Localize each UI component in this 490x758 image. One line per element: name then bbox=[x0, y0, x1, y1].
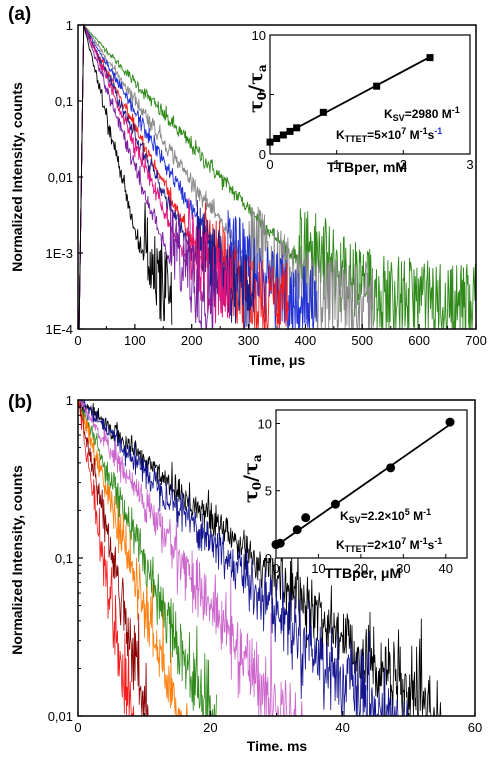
panel-a-inset-data-point bbox=[293, 124, 301, 132]
panel-a-inset: 0 1 2 3 0 5 10 τ0/τa TTBper, mM KSV=2980 M-1 K… bbox=[245, 28, 474, 175]
panel-a-y-tick-label: 0,1 bbox=[55, 94, 73, 109]
panel-b-x-tick-label: 20 bbox=[203, 720, 217, 735]
panel-a-y-tick-label: 1E-4 bbox=[46, 322, 73, 337]
panel-a-inset-data-point bbox=[319, 108, 327, 116]
panel-a-inset-ylabel: τ0/τa bbox=[245, 64, 269, 113]
panel-a-y-tick-label: 0,01 bbox=[48, 170, 73, 185]
panel-a: (a) 0 100 200 300 400 500 600 7001E-41E-30,010,… bbox=[8, 4, 487, 368]
panel-a-inset-y-tick-label: 5 bbox=[259, 88, 266, 103]
panel-a-decay-trace-green bbox=[78, 23, 477, 330]
panel-a-decay-trace-gray bbox=[78, 23, 374, 330]
panel-a-inset-x-tick-label: 0 bbox=[266, 157, 273, 172]
panel-b-inset-x-tick-label: 40 bbox=[439, 561, 453, 576]
panel-a-ylabel: Normalized Intensity, counts bbox=[9, 82, 25, 272]
panel-b-inset-y-tick-label: 10 bbox=[258, 416, 272, 431]
panel-b-inset-ylabel: τ0/τa bbox=[240, 454, 264, 503]
panel-b-inset-y-tick-label: 0 bbox=[265, 551, 272, 566]
panel-a-x-tick-label: 600 bbox=[408, 333, 430, 348]
panel-b-inset-data-point bbox=[330, 499, 340, 509]
panel-b-inset-data-point bbox=[275, 538, 285, 548]
panel-a-inset-y-tick-label: 0 bbox=[259, 147, 266, 162]
panel-b-kttet-label: KTTET=2×107 M-1s-1 bbox=[336, 536, 442, 554]
panel-a-kttet-label: KTTET=5×107 M-1s-1 bbox=[336, 126, 442, 144]
panel-b-inset-x-tick-label: 0 bbox=[272, 561, 279, 576]
panel-b-decay-trace-darkred bbox=[77, 399, 158, 717]
panel-b-y-tick-label: 0,01 bbox=[48, 709, 73, 724]
panel-a-x-tick-label: 200 bbox=[181, 333, 203, 348]
panel-b-inset-x-tick-label: 20 bbox=[354, 561, 368, 576]
panel-a-inset-data-point bbox=[266, 138, 274, 146]
panel-a-inset-marks bbox=[266, 54, 434, 146]
panel-a-inset-background bbox=[270, 35, 470, 154]
panel-b-inset-data-point bbox=[301, 513, 311, 523]
panel-b-x-tick-label: 60 bbox=[468, 720, 482, 735]
panel-b-x-tick-label: 0 bbox=[74, 720, 81, 735]
panel-b-inset-x-tick-label: 30 bbox=[396, 561, 410, 576]
panel-b-inset-x-tick-label: 10 bbox=[311, 561, 325, 576]
panel-a-inset-data-point bbox=[426, 54, 434, 62]
panel-a-label: (a) bbox=[8, 4, 31, 25]
panel-a-inset-x-tick-label: 2 bbox=[400, 157, 407, 172]
panel-b-decay-trace-red bbox=[77, 399, 138, 717]
panel-a-y-tick-label: 1E-3 bbox=[46, 246, 73, 261]
panel-a-decay-trace-black bbox=[78, 24, 173, 330]
panel-b-decay-trace-orange bbox=[77, 399, 190, 717]
panel-a-inset-xlabel: TTBper, mM bbox=[327, 159, 407, 175]
panel-a-x-tick-label: 100 bbox=[124, 333, 146, 348]
panel-b-inset-y-tick-label: 5 bbox=[265, 484, 272, 499]
panel-a-x-tick-label: 700 bbox=[465, 333, 487, 348]
panel-b-axes: 0 20 40 60 0,01 0,1 1 bbox=[48, 393, 483, 735]
panel-a-xlabel: Time, μs bbox=[249, 352, 306, 368]
panel-b-inset-data-point bbox=[386, 463, 396, 473]
panel-b-decay-trace-green bbox=[77, 398, 217, 717]
panel-a-decay-trace-magenta bbox=[78, 24, 232, 330]
panel-b-ylabel: Normalized Intensity, counts bbox=[9, 465, 25, 655]
panel-b-ksv-label: KSV=2.2×105 M-1 bbox=[340, 507, 431, 525]
panel-b-inset: 0 10 20 30 40 0 5 10 τ0/τa TTBper, μM KSV=2.2×1… bbox=[240, 408, 468, 581]
panel-a-inset-x-tick-label: 1 bbox=[333, 157, 340, 172]
panel-a-inset-x-tick-label: 3 bbox=[466, 157, 473, 172]
panel-a-x-tick-label: 300 bbox=[238, 333, 260, 348]
panel-a-inset-data-point bbox=[286, 127, 294, 135]
panel-a-inset-data-point bbox=[373, 82, 381, 90]
panel-b-inset-fit-line bbox=[275, 420, 455, 547]
panel-b-inset-marks bbox=[271, 417, 455, 550]
panel-b-inset-data-point bbox=[445, 417, 455, 427]
panel-b-inset-axes: 0 10 20 30 40 0 5 10 bbox=[258, 409, 468, 576]
panel-a-x-tick-label: 500 bbox=[351, 333, 373, 348]
panel-a-traces bbox=[78, 23, 477, 330]
panel-a-x-tick-label: 400 bbox=[295, 333, 317, 348]
panel-b-inset-data-point bbox=[292, 525, 302, 535]
panel-b-y-tick-label: 1 bbox=[66, 393, 73, 408]
panel-a-inset-data-point bbox=[279, 131, 287, 139]
panel-b-y-tick-label: 0,1 bbox=[55, 551, 73, 566]
panel-b-label: (b) bbox=[8, 392, 32, 413]
panel-a-inset-data-point bbox=[273, 135, 281, 143]
panel-b-decay-trace-darkblue bbox=[78, 398, 409, 717]
panel-b-xlabel: Time. ms bbox=[247, 738, 308, 754]
panel-a-x-tick-label: 0 bbox=[74, 333, 81, 348]
panel-a-y-tick-label: 1 bbox=[66, 18, 73, 33]
panel-b-decay-trace-black bbox=[77, 399, 442, 717]
panel-b-x-tick-label: 40 bbox=[335, 720, 349, 735]
panel-a-decay-trace-purple bbox=[78, 24, 215, 330]
panel-b-inset-xlabel: TTBper, μM bbox=[325, 565, 401, 581]
panel-a-inset-y-tick-label: 10 bbox=[252, 28, 266, 43]
panel-b: (b) 0 20 40 60 0,01 0,1 1 Time. ms Normalized … bbox=[8, 392, 482, 754]
panel-a-ksv-label: KSV=2980 M-1 bbox=[384, 105, 460, 123]
panel-a-inset-axes: 0 1 2 3 0 5 10 bbox=[252, 28, 474, 172]
panel-b-inset-frame bbox=[275, 409, 468, 559]
